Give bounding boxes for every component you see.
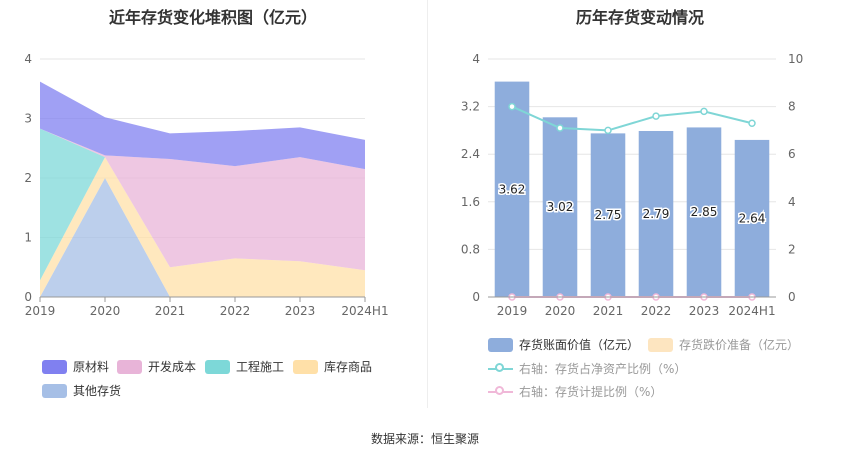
line-point xyxy=(508,102,516,111)
panel-divider xyxy=(427,0,428,408)
x-tick-label: 2020 xyxy=(90,304,121,318)
legend-label: 工程施工 xyxy=(236,360,285,374)
legend-item-goods[interactable]: 库存商品 xyxy=(293,358,372,375)
y-tick-label: 1 xyxy=(24,231,32,245)
y-tick-label: 0 xyxy=(24,290,32,304)
legend-line-icon xyxy=(488,385,513,399)
legend-item-impairment[interactable]: 存货跌价准备（亿元） xyxy=(648,336,799,353)
y-left-tick-label: 0.8 xyxy=(461,242,480,256)
legend-swatch-impair xyxy=(648,337,673,352)
legend-swatch-goods xyxy=(293,359,318,374)
right-bars: 3.62 3.02 2.75 2.79 2.85 2.64 xyxy=(494,81,770,297)
legend-swatch-eng xyxy=(205,359,230,374)
legend-item-raw[interactable]: 原材料 xyxy=(42,358,109,375)
x-tick-label: 2021 xyxy=(593,304,624,318)
legend-label: 存货跌价准备（亿元） xyxy=(679,338,800,352)
x-tick-label: 2019 xyxy=(25,304,56,318)
line-point xyxy=(748,119,756,128)
left-axis: 0 1 2 3 4 2019 2020 2021 2022 2023 2024H1 xyxy=(24,52,388,318)
bar-value-label: 3.62 xyxy=(499,182,526,196)
bar-value-label: 2.79 xyxy=(643,207,670,221)
bar xyxy=(494,81,530,297)
line-point xyxy=(652,112,660,120)
bar-value-label: 2.85 xyxy=(691,205,718,219)
x-tick-label: 2019 xyxy=(497,304,528,318)
legend-item-dev[interactable]: 开发成本 xyxy=(117,358,196,375)
legend-item-provision-ratio[interactable]: 右轴：存货计提比例（%） xyxy=(488,383,662,400)
y-tick-label: 3 xyxy=(24,112,32,126)
legend-label: 开发成本 xyxy=(148,360,197,374)
bar xyxy=(638,130,674,297)
legend-swatch-raw xyxy=(42,359,67,374)
bar-line-chart: 3.623.022.75 2.79 2.85 2.64 00.81.62.43.240… xyxy=(461,52,803,318)
legend-label: 原材料 xyxy=(73,360,110,374)
legend-label: 其他存货 xyxy=(73,384,122,398)
y-left-tick-label: 3.2 xyxy=(461,100,480,114)
x-tick-label: 2022 xyxy=(220,304,251,318)
area-raw xyxy=(40,81,365,170)
x-tick-label: 2022 xyxy=(641,304,672,318)
left-areas xyxy=(40,81,365,297)
legend-item-asset-ratio[interactable]: 右轴：存货占净资产比例（%） xyxy=(488,360,686,377)
y-left-tick-label: 1.6 xyxy=(461,195,480,209)
y-right-tick-label: 2 xyxy=(788,242,796,256)
x-tick-label: 2023 xyxy=(285,304,316,318)
bar xyxy=(734,139,770,297)
x-tick-label: 2023 xyxy=(689,304,720,318)
legend-label: 存货账面价值（亿元） xyxy=(519,338,640,352)
data-source: 数据来源：恒生聚源 xyxy=(370,432,479,446)
right-axis: 0 0.8 1.6 2.4 3.2 4 0 2 4 6 8 10 2019 2020 2021 2022 202… xyxy=(461,52,803,318)
bar xyxy=(686,127,722,297)
area-goods xyxy=(40,157,365,297)
legend-label: 库存商品 xyxy=(324,360,373,374)
line-point xyxy=(700,107,708,116)
bar xyxy=(590,133,626,297)
legend-swatch-dev xyxy=(117,359,142,374)
y-right-tick-label: 0 xyxy=(788,290,796,304)
x-tick-label: 2024H1 xyxy=(728,304,775,318)
y-left-tick-label: 0 xyxy=(472,290,480,304)
legend-label: 右轴：存货计提比例（%） xyxy=(519,385,663,399)
bar xyxy=(542,117,578,297)
right-chart-title: 历年存货变动情况 xyxy=(575,8,704,27)
x-tick-label: 2024H1 xyxy=(341,304,388,318)
legend-item-book-value[interactable]: 存货账面价值（亿元） xyxy=(488,336,639,353)
x-tick-label: 2021 xyxy=(155,304,186,318)
line-point xyxy=(604,126,612,135)
x-tick-label: 2020 xyxy=(545,304,576,318)
line-point xyxy=(556,124,564,132)
legend-line-icon xyxy=(488,362,513,376)
y-left-tick-label: 2.4 xyxy=(461,147,480,161)
area-eng xyxy=(40,128,365,281)
y-left-tick-label: 4 xyxy=(472,52,480,66)
bar-value-label: 2.75 xyxy=(595,208,622,222)
area-dev xyxy=(40,128,365,271)
y-right-tick-label: 8 xyxy=(788,100,796,114)
stacked-area-chart: 0 1 2 3 4 2019 2020 2021 2022 2023 2024H1 xyxy=(24,52,388,318)
y-right-tick-label: 4 xyxy=(788,195,796,209)
y-right-tick-label: 6 xyxy=(788,147,796,161)
series-line xyxy=(511,105,753,132)
y-right-tick-label: 10 xyxy=(788,52,803,66)
bar-value-label: 2.64 xyxy=(739,211,766,225)
y-tick-label: 2 xyxy=(24,171,32,185)
right-grid xyxy=(488,58,776,250)
y-tick-label: 4 xyxy=(24,52,32,66)
legend-item-eng[interactable]: 工程施工 xyxy=(205,358,284,375)
legend-label: 右轴：存货占净资产比例（%） xyxy=(519,362,687,376)
bar-value-label: 3.02 xyxy=(547,200,574,214)
legend-swatch-other xyxy=(42,383,67,398)
legend-item-other[interactable]: 其他存货 xyxy=(42,382,121,399)
legend-swatch-bar xyxy=(488,337,513,352)
left-chart-title: 近年存货变化堆积图（亿元） xyxy=(108,8,317,27)
